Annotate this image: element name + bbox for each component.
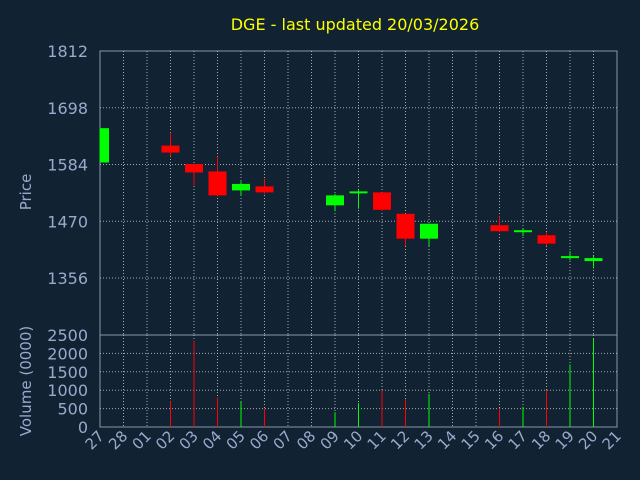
candle-body <box>255 186 274 193</box>
price-tick-label: 1356 <box>47 269 88 288</box>
volume-tick-label: 500 <box>57 400 88 419</box>
price-tick-label: 1812 <box>47 42 88 61</box>
volume-tick-label: 2000 <box>47 344 88 363</box>
x-axis-label: Day <box>333 458 363 476</box>
price-axis-label: Price <box>17 174 35 211</box>
candle-body <box>373 192 391 210</box>
candle-body <box>396 213 415 239</box>
chart-title: DGE - last updated 20/03/2026 <box>231 15 480 34</box>
volume-axis-label: Volume (0000) <box>17 326 35 436</box>
price-tick-label: 1470 <box>47 212 88 231</box>
volume-tick-label: 2500 <box>47 326 88 345</box>
price-tick-label: 1698 <box>47 99 88 118</box>
candle-body <box>208 171 227 196</box>
candle-body <box>490 225 509 232</box>
candle-body <box>584 258 603 262</box>
candle-body <box>326 195 344 206</box>
candle-body <box>232 183 250 191</box>
candle-body <box>537 235 556 244</box>
price-panel: 1812 1698 1584 1470 1356 <box>47 42 618 336</box>
candle-body <box>185 164 203 173</box>
candle-body <box>514 230 532 233</box>
price-tick-label: 1584 <box>47 156 88 175</box>
candle-body <box>349 191 368 194</box>
candle-body <box>420 223 438 239</box>
candle-body <box>561 256 579 259</box>
volume-tick-label: 0 <box>78 418 88 437</box>
candle-body <box>161 145 180 153</box>
volume-tick-label: 1500 <box>47 363 88 382</box>
volume-tick-label: 1000 <box>47 381 88 400</box>
candle-body <box>100 128 109 163</box>
